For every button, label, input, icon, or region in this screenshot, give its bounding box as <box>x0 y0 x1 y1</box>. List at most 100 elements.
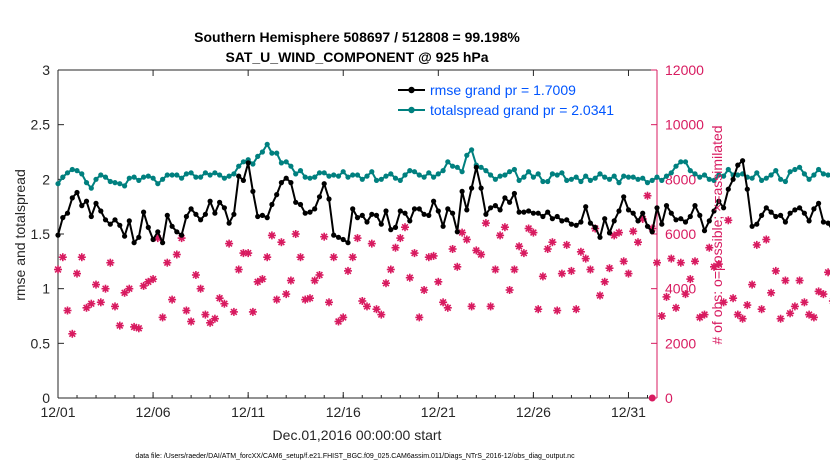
totalspread-point <box>773 168 779 174</box>
rmse-point <box>231 211 237 217</box>
totalspread-point <box>169 172 175 178</box>
obs-count-point <box>396 234 405 243</box>
obs-count-point <box>234 265 243 274</box>
x-tick-label: 12/31 <box>611 404 646 420</box>
rmse-point <box>530 210 537 216</box>
obs-count-point-core <box>174 252 179 257</box>
totalspread-point <box>611 173 617 179</box>
obs-count-point-core <box>602 279 607 284</box>
obs-count-point <box>358 297 367 305</box>
rmse-point <box>773 213 779 220</box>
obs-count-point-core <box>726 218 731 223</box>
rmse-point <box>60 215 66 221</box>
obs-count-point-core <box>93 282 99 287</box>
totalspread-point <box>283 159 289 165</box>
rmse-point <box>302 210 308 216</box>
rmse-point <box>307 209 313 215</box>
rmse-point <box>240 177 246 183</box>
obs-count-point-core <box>108 260 113 265</box>
rmse-point <box>122 233 128 239</box>
obs-count-point <box>244 249 253 258</box>
totalspread-point <box>545 178 551 185</box>
totalspread-point <box>668 170 674 176</box>
rmse-point <box>678 216 684 222</box>
totalspread-point <box>126 175 132 181</box>
obs-count-point-core <box>250 309 256 315</box>
totalspread-point <box>825 172 830 178</box>
obs-count-point <box>581 254 590 263</box>
obs-count-point-core <box>631 229 636 234</box>
rmse-point <box>749 223 755 229</box>
obs-count-point <box>748 280 757 289</box>
obs-count-point <box>386 265 395 274</box>
obs-count-point <box>700 310 709 319</box>
obs-count-point <box>729 294 738 303</box>
plot-area <box>57 69 658 399</box>
rmse-series <box>55 158 830 246</box>
obs-count-point-core <box>721 300 726 305</box>
obs-count-point-core <box>369 241 374 246</box>
obs-count-point-core <box>150 276 156 282</box>
totalspread-point <box>369 169 375 175</box>
totalspread-point <box>350 172 356 178</box>
rmse-point <box>545 209 551 215</box>
rmse-point <box>616 208 622 214</box>
obs-count-point-core <box>364 304 370 309</box>
obs-count-point <box>657 312 666 320</box>
obs-count-point-core <box>136 326 141 331</box>
rmse-point <box>117 222 123 228</box>
totalspread-point <box>549 171 556 177</box>
obs-count-point-core <box>483 220 489 226</box>
rmse-point <box>716 198 722 204</box>
rmse-point <box>497 207 503 213</box>
obs-count-point-core <box>207 320 213 325</box>
totalspread-point <box>316 170 323 176</box>
rmse-point <box>687 213 693 220</box>
obs-count-point-core <box>545 246 550 252</box>
rmse-point <box>245 160 251 166</box>
obs-count-point <box>462 235 471 244</box>
rmse-point <box>264 215 270 221</box>
totalspread-point <box>507 169 513 175</box>
rmse-point <box>155 229 161 235</box>
obs-count-point-core <box>512 267 517 272</box>
obs-count-point-core <box>607 266 612 271</box>
obs-count-point <box>781 276 790 285</box>
obs-count-point <box>282 290 291 299</box>
totalspread-point <box>763 175 769 181</box>
obs-count-point-core <box>806 312 812 317</box>
obs-count-point-core <box>388 267 393 272</box>
obs-count-point-core <box>816 289 821 294</box>
totalspread-point <box>445 159 451 165</box>
x-tick-label: 12/01 <box>40 404 75 420</box>
obs-count-point <box>101 284 110 293</box>
obs-count-point <box>634 238 642 247</box>
totalspread-point <box>136 177 142 183</box>
totalspread-point <box>602 174 608 180</box>
totalspread-point <box>378 176 384 182</box>
totalspread-point <box>288 163 294 169</box>
rmse-point <box>112 217 118 223</box>
rmse-point <box>554 213 560 220</box>
obs-count-point <box>805 310 814 319</box>
obs-count-point <box>534 305 543 314</box>
totalspread-point <box>107 178 113 185</box>
rmse-point <box>107 221 113 227</box>
totalspread-point <box>692 171 698 177</box>
obs-count-point-core <box>155 235 160 241</box>
totalspread-point <box>293 171 299 177</box>
obs-count-point-core <box>692 259 698 264</box>
totalspread-point <box>806 176 812 182</box>
obs-count-point <box>405 273 414 282</box>
obs-count-point <box>567 266 576 275</box>
rmse-point <box>174 229 180 235</box>
totalspread-point <box>69 166 75 173</box>
obs-count-point <box>762 235 771 244</box>
obs-count-point-core <box>464 237 469 242</box>
rmse-point <box>725 186 731 192</box>
obs-count-point-core <box>669 256 674 261</box>
obs-count-point-core <box>802 300 807 305</box>
obs-count-point <box>543 245 552 253</box>
x-tick-label: 12/26 <box>516 404 551 420</box>
rmse-point <box>255 213 261 220</box>
